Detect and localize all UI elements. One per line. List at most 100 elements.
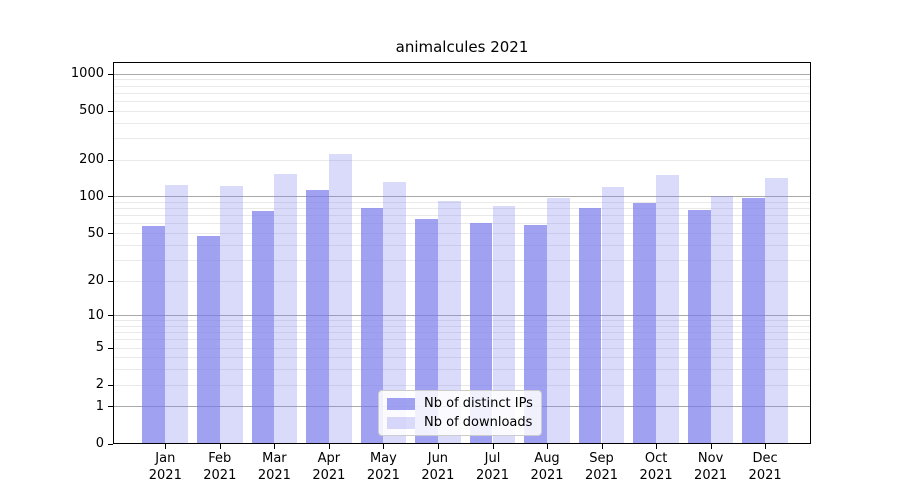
y-tick-label: 2 (95, 377, 104, 393)
x-tick (274, 443, 276, 449)
gridline-minor (113, 384, 811, 386)
y-tick (108, 110, 113, 112)
gridline-minor (113, 369, 811, 371)
gridline-major (113, 73, 811, 75)
x-tick-year: 2021 (312, 467, 346, 483)
x-tick-year: 2021 (257, 467, 291, 483)
bar-downloads (492, 205, 516, 444)
bar-distinct-ips (360, 208, 384, 444)
bar-downloads (601, 186, 625, 444)
y-tick (108, 73, 113, 75)
chart-title: animalcules 2021 (395, 38, 529, 56)
x-tick-label: Jun 2021 (411, 450, 465, 484)
bar-downloads (383, 182, 407, 444)
bar-downloads (328, 153, 352, 444)
gridline-minor (113, 202, 811, 203)
y-tick-label: 0 (95, 436, 104, 451)
x-tick-label: Jan 2021 (138, 450, 192, 484)
x-tick (383, 443, 385, 449)
bar-distinct-ips (742, 197, 766, 444)
legend-label-downloads: Nb of downloads (424, 415, 533, 430)
bar-distinct-ips (251, 211, 275, 444)
gridline-minor (113, 215, 811, 217)
bar-distinct-ips (469, 223, 493, 444)
plot-area (113, 62, 811, 444)
gridline-minor (113, 122, 811, 124)
y-tick-label: 1000 (70, 66, 104, 82)
bar-downloads (165, 185, 189, 444)
gridline-major (113, 196, 811, 198)
bar-downloads (274, 173, 298, 444)
gridline-minor (113, 357, 811, 359)
bar-downloads (765, 177, 788, 444)
legend: Nb of distinct IPs Nb of downloads (378, 390, 542, 436)
gridline-minor (113, 138, 811, 139)
bar-downloads (437, 200, 461, 444)
x-tick-year: 2021 (748, 467, 782, 483)
x-tick (765, 443, 767, 449)
y-tick-label: 500 (79, 103, 104, 119)
y-tick-label: 50 (87, 225, 104, 241)
gridline-minor (113, 320, 811, 322)
y-tick-label: 10 (87, 307, 104, 323)
x-tick-year: 2021 (366, 467, 400, 483)
legend-swatch-downloads (387, 416, 415, 429)
bar-downloads (656, 174, 679, 444)
x-tick (328, 443, 330, 449)
x-tick-label: Aug 2021 (520, 450, 574, 484)
y-tick-label: 200 (79, 152, 104, 168)
legend-swatch-distinct-ips (387, 397, 415, 410)
bar-distinct-ips (633, 203, 657, 444)
x-tick (437, 443, 439, 449)
gridline-minor (113, 79, 811, 81)
x-tick-year: 2021 (148, 467, 182, 483)
x-tick (165, 443, 167, 449)
y-tick (108, 443, 113, 445)
x-tick-label: Dec 2021 (738, 450, 792, 484)
gridline-minor (113, 280, 811, 282)
legend-label-distinct-ips: Nb of distinct IPs (424, 396, 533, 411)
legend-item-distinct-ips: Nb of distinct IPs (387, 396, 533, 411)
x-tick (656, 443, 658, 449)
bar-distinct-ips (196, 236, 220, 444)
gridline-minor (113, 223, 811, 225)
gridline-minor (113, 92, 811, 94)
bar-downloads (547, 198, 570, 444)
y-tick (108, 315, 113, 317)
bar-distinct-ips (578, 208, 602, 444)
gridline-major (113, 315, 811, 317)
y-tick (108, 196, 113, 198)
x-tick-year: 2021 (475, 467, 510, 483)
x-tick-label: Apr 2021 (302, 450, 356, 484)
y-tick (108, 233, 113, 234)
legend-item-downloads: Nb of downloads (387, 415, 533, 430)
gridline-minor (113, 259, 811, 261)
x-tick-label: May 2021 (356, 450, 410, 484)
x-tick-label: Sep 2021 (575, 450, 629, 484)
gridline-minor (113, 325, 811, 327)
bar-distinct-ips (687, 210, 711, 444)
y-tick (108, 347, 113, 349)
gridline-minor (113, 233, 811, 234)
x-tick-label: Oct 2021 (629, 450, 683, 484)
x-tick-label: Jul 2021 (466, 450, 520, 484)
x-tick-year: 2021 (584, 467, 619, 483)
bar-distinct-ips (415, 219, 438, 444)
x-tick-year: 2021 (530, 467, 564, 483)
bar-distinct-ips (306, 189, 329, 444)
gridline-minor (113, 332, 811, 334)
x-tick (547, 443, 548, 449)
y-tick-label: 20 (87, 273, 104, 288)
y-tick-label: 5 (95, 340, 104, 356)
gridline-minor (113, 339, 811, 341)
y-tick-label: 1 (95, 398, 104, 414)
x-tick (601, 443, 603, 449)
bar-downloads (219, 186, 243, 444)
x-tick-year: 2021 (639, 467, 673, 483)
x-tick (492, 443, 494, 449)
y-tick (108, 280, 113, 282)
gridline-minor (113, 110, 811, 112)
gridline-minor (113, 85, 811, 87)
y-tick (108, 384, 113, 386)
